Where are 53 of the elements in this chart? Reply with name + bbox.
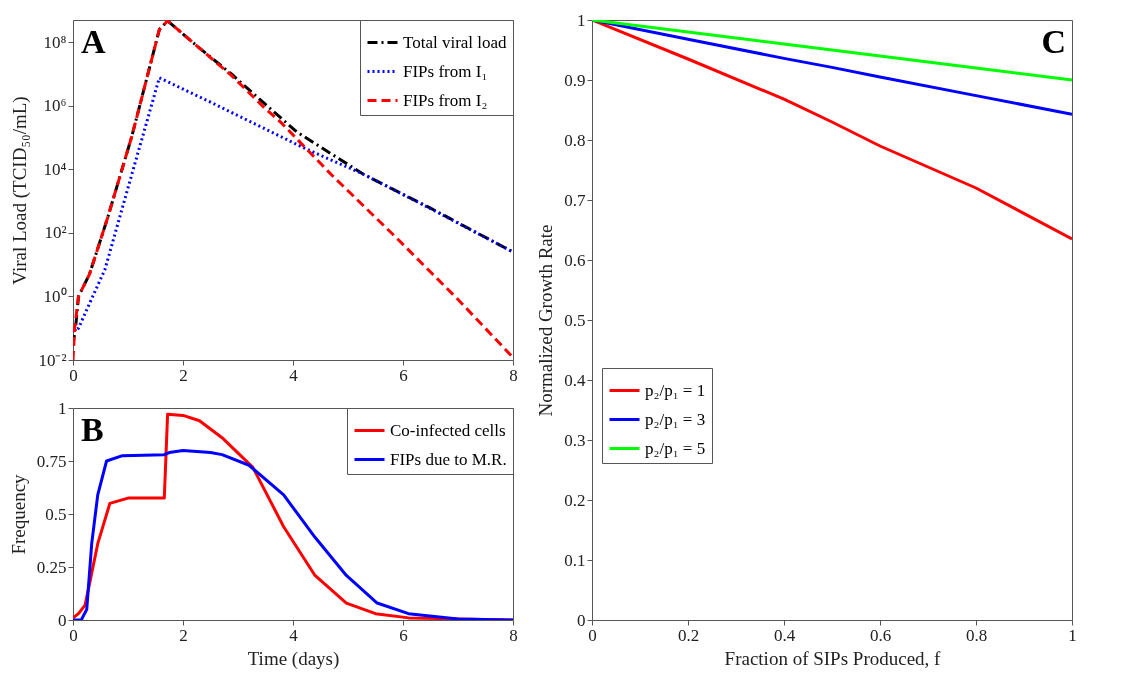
x-tick-label: 0.4 (773, 625, 796, 645)
line-series (592, 20, 1072, 241)
y-tick-label: 0 (577, 610, 586, 630)
x-tick-label: 8 (509, 365, 518, 385)
legend-label: FIPs due to M.R. (390, 449, 507, 469)
legend-label: p₂/p₁ = 1 (645, 380, 706, 400)
x-tick-label: 6 (399, 365, 408, 385)
y-tick-label: 0.5 (45, 504, 67, 524)
y-tick-label: 0.2 (564, 490, 586, 510)
x-tick-label: 8 (509, 625, 518, 645)
y-tick-label: 0.3 (564, 430, 586, 450)
y-tick-label: 0.25 (36, 557, 67, 577)
line-series (592, 20, 1072, 82)
y-axis-title: Viral Load (TCID₅₀/mL) (9, 96, 32, 285)
y-tick-label: 0.8 (564, 130, 586, 150)
x-tick-label: 1 (1068, 625, 1077, 645)
y-tick-label: 0.1 (564, 550, 586, 570)
annotation: C (1041, 23, 1066, 60)
y-tick-label: 0 (58, 610, 67, 630)
y-axis-title: Normalized Growth Rate (535, 224, 557, 417)
y-tick-label: 10⁻² (38, 350, 67, 370)
x-tick-label: 0.2 (677, 625, 700, 645)
x-axis-title: Time (days) (247, 647, 340, 670)
y-tick-label: 10² (44, 223, 67, 243)
x-tick-label: 0.6 (869, 625, 892, 645)
x-tick-label: 2 (179, 625, 188, 645)
y-tick-label: 1 (58, 398, 67, 418)
y-tick-label: 1 (577, 10, 586, 30)
legend-label: p₂/p₁ = 5 (645, 438, 706, 458)
legend-label: Co-infected cells (390, 420, 506, 440)
x-tick-label: 6 (399, 625, 408, 645)
annotation: B (81, 411, 104, 448)
y-tick-label: 10⁰ (43, 286, 67, 306)
legend-label: FIPs from I₂ (403, 90, 488, 110)
y-tick-label: 10⁸ (43, 32, 67, 52)
y-tick-label: 10⁶ (43, 96, 67, 116)
y-tick-label: 0.7 (564, 190, 586, 210)
legend-label: FIPs from I₁ (403, 61, 488, 81)
y-tick-label: 0.6 (564, 250, 586, 270)
y-tick-label: 0.75 (36, 451, 67, 471)
x-tick-label: 2 (179, 365, 188, 385)
x-axis-title: Fraction of SIPs Produced, f (724, 647, 942, 669)
x-tick-label: 4 (289, 365, 299, 385)
y-axis-title: Frequency (7, 473, 29, 555)
legend-label: Total viral load (403, 32, 508, 52)
y-tick-label: 10⁴ (43, 159, 67, 179)
y-tick-label: 0.5 (564, 310, 586, 330)
legend-label: p₂/p₁ = 3 (645, 409, 706, 429)
x-tick-label: 0.8 (965, 625, 988, 645)
line-series (73, 448, 513, 620)
annotation: A (81, 23, 106, 60)
x-tick-label: 4 (289, 625, 299, 645)
y-tick-label: 0.9 (564, 70, 586, 90)
